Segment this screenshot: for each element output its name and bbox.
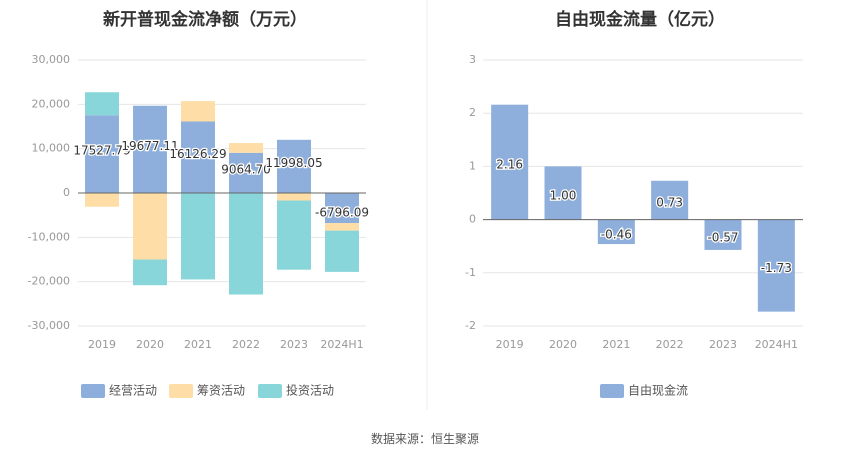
bar-2023-s1 [277,139,311,193]
data-label: -0.57 [707,230,738,244]
x-tick-label: 2019 [496,338,524,351]
y-tick-label: 1 [469,159,476,172]
bar-2022-s2 [229,143,263,153]
bar-2020-s3 [133,259,167,286]
data-label: 17527.79 [73,144,130,158]
bar-2024h1-s2 [325,223,359,231]
bar-2024h1-s3 [325,230,359,272]
bar-2024h1-s1 [757,219,795,312]
data-label: 9064.70 [221,162,271,176]
bar-2021-s1 [597,219,635,245]
bar-2019-s1 [85,115,119,193]
x-tick-label: 2023 [709,338,737,351]
legend-item: 经营活动 [81,384,157,398]
data-label: 19677.11 [121,139,178,153]
data-label: 1.00 [550,189,577,203]
y-tick-label: -1 [465,266,476,279]
y-tick-label: -2 [465,319,476,332]
chart-2: 自由现金流量（亿元） 3 2 1 0 -1 -2 2.16 1.00 -0.46 0.73 -0.57… [465,9,803,398]
x-tick-label: 2024H1 [320,338,363,351]
legend-item: 自由现金流 [600,383,688,398]
data-source-note: 数据来源：恒生聚源 [371,431,479,446]
data-label: 0.73 [656,196,683,210]
legend-swatch [600,384,624,398]
y-tick-label: -20,000 [28,275,70,288]
x-tick-label: 2022 [656,338,684,351]
bar-2022-s1 [229,152,263,193]
y-tick-label: 30,000 [32,53,71,66]
legend-label: 投资活动 [286,383,334,398]
y-tick-label: 0 [469,213,476,226]
legend-label: 筹资活动 [197,384,245,398]
bar-2023-s3 [277,200,311,270]
legend-swatch [81,384,105,398]
legend-swatch [169,384,193,398]
y-tick-label: -30,000 [28,319,70,332]
data-label: -0.46 [601,227,632,241]
bar-2019-s2 [85,193,119,207]
x-tick-label: 2019 [88,338,116,351]
legend-item: 筹资活动 [169,384,245,398]
x-tick-label: 2022 [232,338,260,351]
data-label: -1.73 [761,261,792,275]
legend-label: 自由现金流 [628,383,688,398]
y-tick-label: -10,000 [28,230,70,243]
y-tick-label: 2 [469,106,476,119]
y-tick-label: 3 [469,53,476,66]
data-label: 2.16 [496,158,523,172]
x-tick-label: 2021 [184,338,212,351]
chart-title: 新开普现金流净额（万元） [103,9,307,30]
x-tick-label: 2020 [136,338,164,351]
bar-2020-s1 [544,166,582,220]
y-tick-label: 0 [63,186,70,199]
bar-2019-s1 [491,104,529,220]
data-label: 11998.05 [265,156,322,170]
legend-label: 经营活动 [109,384,157,398]
bar-2021-s1 [181,121,215,193]
bar-2022-s3 [229,193,263,295]
bar-2020-s1 [133,105,167,193]
bar-2024h1-s1 [325,193,359,224]
y-tick-label: 10,000 [32,142,71,155]
chart-title: 自由现金流量（亿元） [555,9,725,30]
bar-2019-s3 [85,92,119,116]
x-tick-label: 2021 [602,338,630,351]
data-label: -6796.09 [315,206,369,220]
legend-swatch [258,384,282,398]
bar-2021-s2 [181,101,215,122]
bar-2023-s2 [277,193,311,201]
y-tick-label: 20,000 [32,97,71,110]
bar-2023-s1 [704,219,742,250]
bar-2021-s3 [181,193,215,280]
bar-2020-s2 [133,193,167,260]
x-tick-label: 2023 [280,338,308,351]
chart-1: 新开普现金流净额（万元） 30,000 20,000 10,000 0 -10,000 -2… [28,9,370,398]
legend-item: 投资活动 [258,383,334,398]
data-label: 16126.29 [169,147,226,161]
x-tick-label: 2024H1 [755,338,798,351]
x-tick-label: 2020 [549,338,577,351]
bar-2022-s1 [651,180,689,220]
